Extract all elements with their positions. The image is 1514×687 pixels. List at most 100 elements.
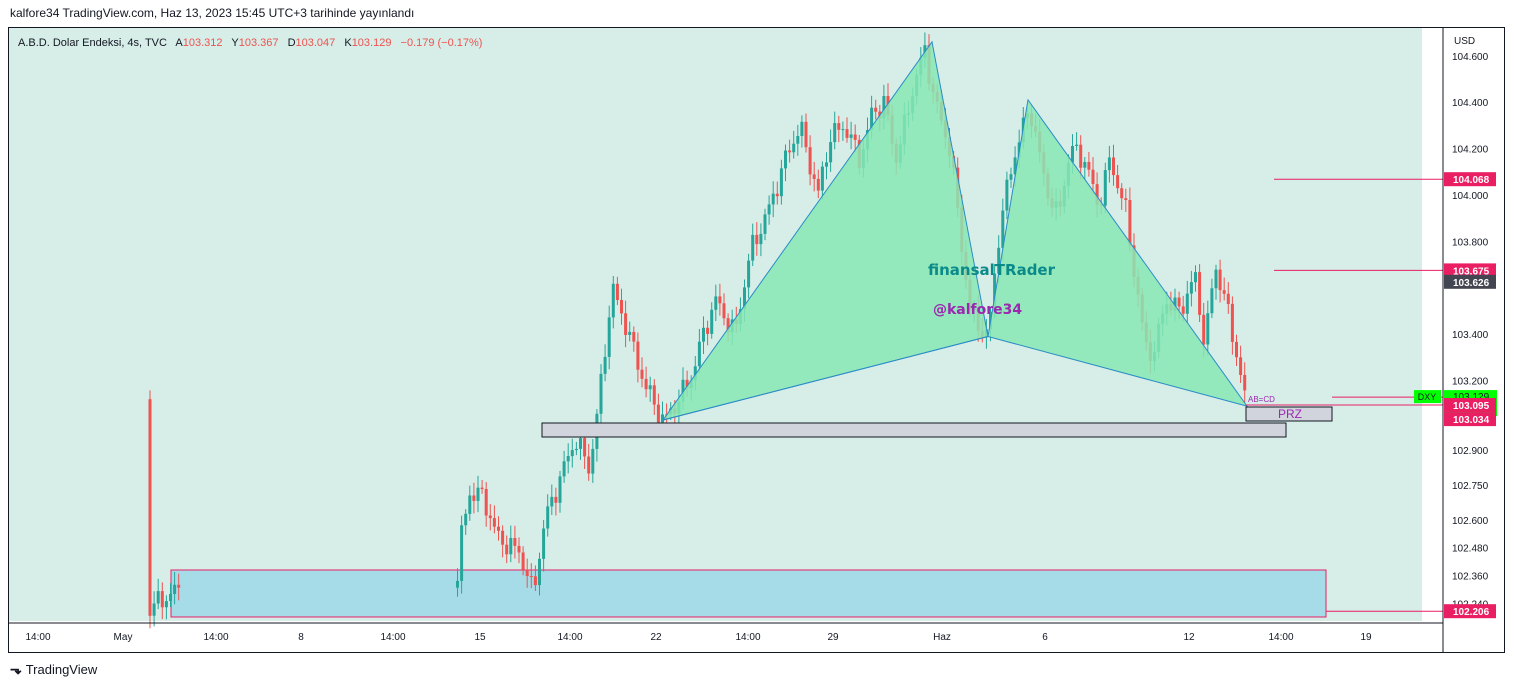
y-tick-label: 104.600 (1452, 52, 1489, 63)
candle (1124, 188, 1128, 212)
candle-body (509, 538, 513, 555)
candle (492, 505, 496, 534)
candle (812, 161, 816, 192)
price-label-text: 103.095 (1453, 401, 1490, 412)
candle (1222, 277, 1226, 301)
candle (808, 135, 812, 186)
candle (554, 487, 558, 516)
candle (1194, 265, 1197, 292)
candle (624, 300, 628, 348)
candle-body (615, 283, 619, 300)
candle-body (743, 287, 746, 310)
pattern-bcd-triangle (987, 98, 1249, 407)
publish-header: kalfore34 TradingView.com, Haz 13, 2023 … (10, 6, 415, 20)
candle-body (472, 495, 476, 501)
candle (513, 525, 517, 559)
price-label-bg (1444, 398, 1496, 412)
price-label: 103.095 (1444, 398, 1496, 412)
candle-body (775, 193, 779, 197)
candle-body (796, 136, 800, 144)
y-tick-label: 103.200 (1452, 377, 1489, 388)
candle (1005, 171, 1009, 220)
candle (652, 379, 656, 415)
x-tick-label: 12 (1183, 632, 1195, 643)
candle-body (1181, 306, 1185, 314)
candle-body (841, 129, 845, 131)
candle-body (464, 513, 468, 526)
legend-change: −0.179 (−0.17%) (401, 37, 483, 49)
candle-body (468, 495, 472, 514)
candle-body (1079, 144, 1083, 168)
candle-body (1095, 184, 1099, 205)
candle (747, 253, 751, 299)
price-label-text: 103.626 (1453, 278, 1490, 289)
candle (480, 480, 484, 494)
candle (767, 195, 771, 225)
candle (849, 121, 853, 150)
candle-body (767, 204, 771, 215)
tradingview-logo-icon: ⬎ (10, 661, 22, 677)
candle-body (538, 558, 541, 586)
candle (542, 520, 546, 572)
candle-body (726, 318, 730, 333)
watermark-handle: @kalfore34 (933, 302, 1022, 318)
x-tick-label: 14:00 (735, 632, 760, 643)
candle-body (722, 303, 726, 319)
candle (1226, 282, 1230, 314)
x-tick-label: May (114, 632, 133, 643)
candle-body (755, 234, 759, 245)
candle-body (784, 150, 787, 169)
candle-body (611, 283, 615, 318)
candle (468, 485, 472, 521)
candle-body (1128, 200, 1132, 246)
candle (632, 326, 636, 352)
candle (784, 144, 787, 182)
candle-body (661, 414, 664, 423)
candle-body (521, 552, 525, 570)
y-tick-label: 104.400 (1452, 98, 1489, 109)
candle-body (816, 178, 820, 191)
candle (620, 288, 623, 325)
candle (800, 115, 804, 148)
watermark-name: finansalTRader (928, 261, 1056, 279)
candle (628, 321, 632, 342)
candle-body (718, 296, 722, 304)
x-tick-label: 14:00 (203, 632, 228, 643)
candle-body (779, 168, 783, 197)
candle-body (747, 260, 751, 288)
candle (1128, 187, 1132, 252)
candle (1116, 165, 1120, 194)
candle-body (1071, 146, 1074, 163)
candle-body (808, 147, 812, 175)
footer-brand: TradingView (25, 662, 98, 677)
candle (1218, 259, 1222, 303)
candle-body (1116, 175, 1120, 189)
candle-body (874, 107, 878, 112)
candle-body (1177, 297, 1181, 307)
candle-body (156, 591, 160, 604)
candle (1103, 162, 1107, 214)
candle-body (607, 317, 611, 357)
candle (792, 130, 796, 159)
candle-body (1091, 169, 1095, 184)
candle (771, 181, 775, 218)
candle (845, 117, 849, 143)
candle-body (476, 487, 480, 501)
x-tick-label: 19 (1360, 632, 1372, 643)
candle-body (759, 233, 763, 245)
candle-body (685, 379, 689, 388)
legend-low-value: 103.047 (296, 37, 336, 49)
candle (829, 129, 833, 172)
candle (562, 450, 566, 483)
candle (484, 482, 488, 527)
prz-label: PRZ (1278, 407, 1302, 421)
candle (615, 276, 619, 306)
candle-body (1083, 162, 1087, 168)
candle-body (460, 525, 464, 581)
svg-text:A.B.D. Dolar Endeksi, 4s, TVC: A.B.D. Dolar Endeksi, 4s, TVC A103.312 Y… (18, 37, 482, 49)
candle-body (546, 506, 550, 529)
price-label: 103.675 (1444, 263, 1496, 278)
price-label-bg (1444, 604, 1496, 619)
candle (714, 284, 718, 321)
